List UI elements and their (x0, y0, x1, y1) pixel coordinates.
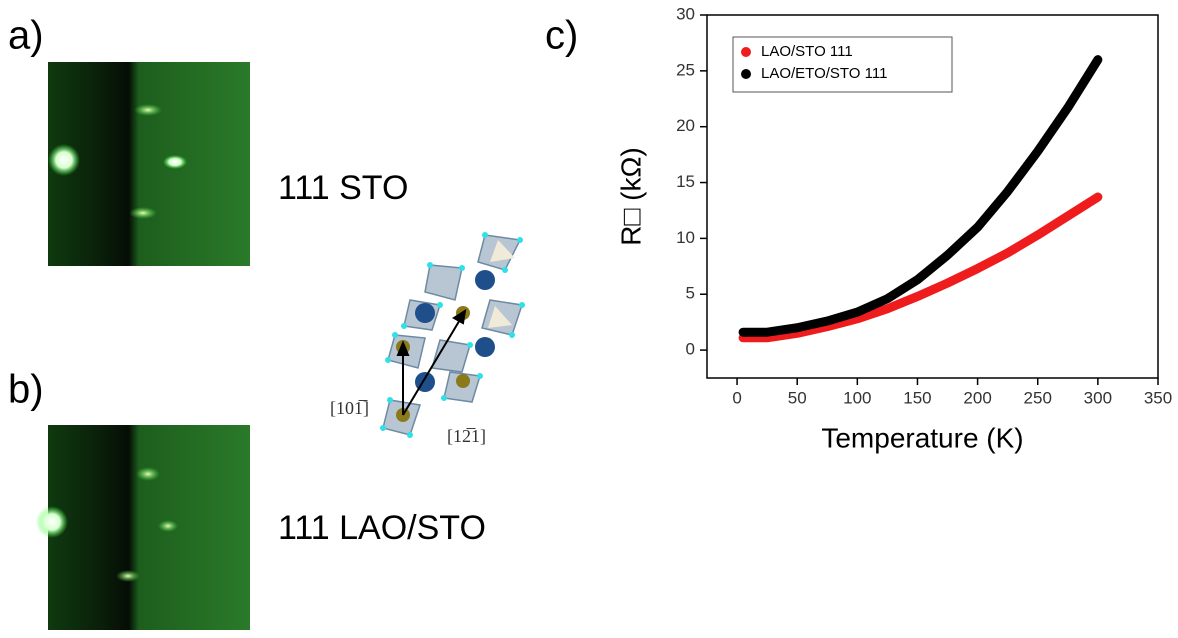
rheed-image (48, 62, 250, 266)
chart: 0 50 100 150 200 250 300 350 0 5 10 15 20 25 30 Tempera… (615, 4, 1172, 453)
crystal-structure (380, 232, 525, 438)
y-tick-label: 15 (676, 172, 695, 191)
sample-label: 111 STO (278, 169, 408, 207)
legend-marker (741, 69, 751, 79)
direction-label: [12̅1] (447, 426, 486, 446)
legend-label: LAO/ETO/STO 111 (761, 65, 887, 82)
direction-label: [101̅] (330, 398, 369, 418)
x-tick-label: 300 (1084, 388, 1112, 407)
y-axis-title: R□ (kΩ) (615, 147, 646, 246)
data-line (738, 192, 1103, 343)
y-tick-label: 30 (676, 4, 695, 23)
y-tick-label: 10 (676, 228, 695, 247)
panel-label: b) (8, 368, 44, 412)
x-tick-label: 100 (843, 388, 871, 407)
x-tick-label: 50 (788, 388, 807, 407)
y-tick-label: 0 (686, 340, 695, 359)
panel-label: c) (545, 14, 578, 58)
legend-label: LAO/STO 111 (761, 43, 853, 60)
plot-frame (706, 14, 1159, 379)
sample-label: 111 LAO/STO (278, 509, 486, 547)
legend-marker (741, 47, 751, 57)
x-tick-label: 250 (1024, 388, 1052, 407)
y-tick-label: 5 (686, 284, 695, 303)
x-tick-label: 350 (1144, 388, 1172, 407)
data-line (738, 55, 1103, 337)
x-tick-label: 150 (903, 388, 931, 407)
y-tick-label: 20 (676, 116, 695, 135)
x-axis-title: Temperature (K) (821, 422, 1023, 453)
y-tick-label: 25 (676, 60, 695, 79)
x-tick-label: 200 (963, 388, 991, 407)
legend-box (732, 36, 953, 93)
x-tick-label: 0 (732, 388, 741, 407)
panel-label: a) (8, 14, 44, 58)
rheed-image (36, 425, 250, 630)
